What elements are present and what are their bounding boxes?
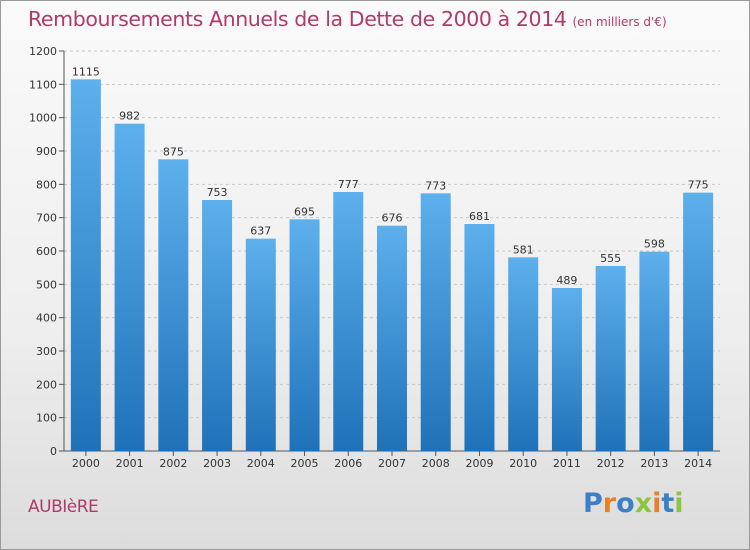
data-label: 581 — [513, 243, 534, 256]
y-tick-label: 700 — [36, 212, 57, 225]
x-tick-label: 2000 — [72, 457, 100, 470]
logo-letter: o — [616, 488, 635, 519]
y-tick-label: 900 — [36, 145, 57, 158]
x-tick-label: 2009 — [465, 457, 493, 470]
data-label: 982 — [119, 110, 140, 123]
logo-letter: i — [652, 488, 662, 519]
data-label: 695 — [294, 205, 315, 218]
y-tick-label: 1200 — [29, 45, 57, 58]
logo-letter: P — [583, 488, 603, 519]
data-label: 637 — [250, 225, 271, 238]
data-label: 676 — [382, 212, 403, 225]
bar-2013 — [639, 251, 670, 451]
bar-2004 — [245, 238, 276, 451]
x-tick-label: 2003 — [203, 457, 231, 470]
y-tick-label: 200 — [36, 378, 57, 391]
bar-2005 — [289, 219, 320, 451]
data-label: 681 — [469, 210, 490, 223]
data-label: 598 — [644, 238, 665, 251]
data-label: 875 — [163, 145, 184, 158]
x-tick-label: 2004 — [247, 457, 275, 470]
bar-2011 — [551, 288, 582, 451]
chart-title: Remboursements Annuels de la Dette de 20… — [28, 7, 567, 31]
y-tick-label: 800 — [36, 178, 57, 191]
chart-title-block: Remboursements Annuels de la Dette de 20… — [28, 7, 667, 31]
x-tick-label: 2010 — [509, 457, 537, 470]
bar-2002 — [158, 159, 189, 452]
logo-letter: x — [634, 488, 653, 519]
y-tick-label: 300 — [36, 345, 57, 358]
data-label: 1115 — [72, 65, 100, 78]
bar-2006 — [333, 192, 364, 451]
data-label: 489 — [556, 274, 577, 287]
x-tick-label: 2008 — [422, 457, 450, 470]
bar-2012 — [595, 266, 626, 451]
bar-2001 — [114, 123, 145, 452]
y-tick-label: 1000 — [29, 112, 57, 125]
bar-2008 — [420, 193, 451, 452]
x-tick-label: 2002 — [159, 457, 187, 470]
bar-2014 — [683, 192, 714, 451]
x-tick-label: 2006 — [334, 457, 362, 470]
y-tick-label: 500 — [36, 278, 57, 291]
y-tick-label: 400 — [36, 312, 57, 325]
data-label: 773 — [425, 179, 446, 192]
bar-2000 — [70, 79, 101, 451]
bar-2010 — [508, 257, 539, 451]
y-tick-label: 0 — [50, 445, 57, 458]
logo-letter: i — [674, 488, 684, 519]
y-tick-label: 1100 — [29, 78, 57, 91]
x-tick-label: 2005 — [291, 457, 319, 470]
x-tick-label: 2014 — [684, 457, 712, 470]
y-tick-label: 600 — [36, 245, 57, 258]
x-tick-label: 2012 — [597, 457, 625, 470]
city-name: AUBIèRE — [28, 497, 99, 517]
bar-2009 — [464, 224, 495, 451]
x-tick-label: 2001 — [116, 457, 144, 470]
logo-letter: r — [602, 488, 617, 519]
data-label: 775 — [688, 179, 709, 192]
data-label: 753 — [207, 186, 228, 199]
data-label: 777 — [338, 178, 359, 191]
proxiti-logo: Proxiti — [583, 488, 684, 519]
chart-unit-note: (en milliers d'€) — [572, 15, 667, 29]
y-tick-label: 100 — [36, 412, 57, 425]
x-tick-label: 2007 — [378, 457, 406, 470]
logo-letter: t — [661, 488, 675, 519]
x-tick-label: 2013 — [640, 457, 668, 470]
bar-2003 — [202, 200, 233, 451]
data-label: 555 — [600, 252, 621, 265]
x-tick-label: 2011 — [553, 457, 581, 470]
bar-2007 — [377, 225, 407, 451]
